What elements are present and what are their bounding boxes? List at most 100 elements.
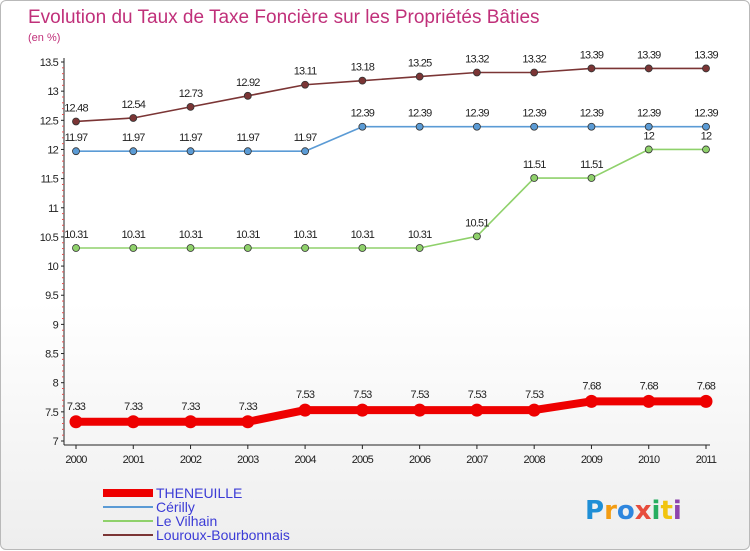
data-point xyxy=(243,244,252,252)
data-label: 11.97 xyxy=(179,132,202,144)
x-tick-label: 2005 xyxy=(352,454,374,466)
data-label: 13.39 xyxy=(694,49,718,61)
proxiti-logo: Proxiti xyxy=(585,496,682,526)
data-label: 13.39 xyxy=(580,49,604,61)
data-label: 7.53 xyxy=(468,389,487,401)
y-tick-label: 9.5 xyxy=(45,290,59,302)
data-label: 12.39 xyxy=(637,108,661,120)
data-point xyxy=(473,122,481,131)
chart-subtitle: (en %) xyxy=(28,32,60,44)
data-point xyxy=(301,80,309,89)
series-line-1 xyxy=(72,122,710,156)
data-point xyxy=(355,403,369,417)
data-point xyxy=(358,244,367,252)
y-tick-label: 13 xyxy=(47,86,58,98)
data-label: 11.97 xyxy=(294,132,317,144)
data-point xyxy=(241,415,255,429)
data-label: 12.39 xyxy=(522,108,546,120)
data-label: 11.51 xyxy=(523,159,546,171)
y-tick-label: 7 xyxy=(53,436,59,448)
data-point xyxy=(644,145,653,154)
series-line xyxy=(72,397,710,426)
data-point xyxy=(587,174,596,182)
data-point xyxy=(702,122,710,131)
x-tick-label: 2002 xyxy=(180,454,202,466)
data-label: 12.92 xyxy=(236,77,260,89)
y-tick-label: 11.5 xyxy=(41,174,59,186)
x-tick-label: 2000 xyxy=(65,454,87,466)
data-point xyxy=(186,102,195,111)
data-point xyxy=(72,147,80,156)
data-point xyxy=(358,122,367,131)
data-label: 10.51 xyxy=(465,217,489,229)
data-label: 7.53 xyxy=(296,389,315,401)
data-label: 10.31 xyxy=(351,229,375,241)
data-label: 13.32 xyxy=(522,53,546,65)
data-point xyxy=(129,147,138,156)
data-label: 12.39 xyxy=(580,108,604,120)
data-label: 7.68 xyxy=(697,380,716,392)
data-label: 12 xyxy=(643,130,654,142)
data-point xyxy=(644,64,653,73)
chart-title: Evolution du Taux de Taxe Foncière sur l… xyxy=(28,7,540,28)
y-tick-label: 11 xyxy=(48,203,59,215)
x-tick-label: 2007 xyxy=(466,454,488,466)
data-point xyxy=(298,403,312,417)
data-label: 12.39 xyxy=(351,108,375,120)
series-theneuille xyxy=(69,394,713,429)
data-label: 7.33 xyxy=(181,401,200,413)
data-label: 12.73 xyxy=(179,88,203,100)
data-label: 13.25 xyxy=(408,58,432,70)
legend-label: Cérilly xyxy=(156,499,195,515)
x-tick-label: 2009 xyxy=(581,454,603,466)
data-label: 7.53 xyxy=(411,389,430,401)
data-point xyxy=(301,147,309,156)
data-label: 10.31 xyxy=(179,229,203,241)
data-point xyxy=(584,394,598,408)
x-tick-label: 2011 xyxy=(696,454,717,466)
data-point xyxy=(415,244,424,252)
y-tick-label: 12.5 xyxy=(40,115,59,127)
data-label: 7.33 xyxy=(67,401,86,413)
data-label: 12.39 xyxy=(465,108,489,120)
data-point xyxy=(186,147,195,156)
series-line-3 xyxy=(72,64,710,126)
logo-text: Proxiti xyxy=(585,496,682,526)
data-label: 10.31 xyxy=(408,229,432,241)
data-point xyxy=(530,174,539,182)
data-label: 7.33 xyxy=(124,401,143,413)
data-label: 12.48 xyxy=(64,102,88,114)
data-label: 13.18 xyxy=(351,62,375,74)
data-point xyxy=(702,145,710,154)
data-label: 10.31 xyxy=(293,229,317,241)
data-point xyxy=(301,244,309,252)
data-point xyxy=(129,114,138,122)
data-label: 10.31 xyxy=(236,229,260,241)
data-label: 12.39 xyxy=(408,108,432,120)
data-point xyxy=(702,64,710,73)
data-label: 7.53 xyxy=(525,389,544,401)
data-point xyxy=(415,72,424,81)
series-line-2 xyxy=(72,145,710,252)
data-point xyxy=(72,117,80,126)
data-point xyxy=(473,232,481,241)
legend-label: Le Vilhain xyxy=(156,513,217,529)
data-point xyxy=(699,394,713,408)
axes: 7 7.5 8 8.5 9 9.5 10 10.5 11 11.5 12 12.5 13 13.5 2000… xyxy=(40,57,718,466)
y-tick-label: 9 xyxy=(53,319,59,331)
y-tick-label: 13.5 xyxy=(40,57,59,69)
y-tick-label: 10.5 xyxy=(40,232,59,244)
data-point xyxy=(530,68,539,77)
series-line xyxy=(75,148,707,249)
x-tick-label: 2001 xyxy=(123,454,145,466)
data-point xyxy=(587,64,596,73)
series-line xyxy=(75,125,707,153)
data-label: 13.11 xyxy=(294,66,317,78)
data-label: 7.53 xyxy=(353,389,372,401)
data-point xyxy=(184,415,198,429)
data-point xyxy=(186,244,195,252)
data-point xyxy=(72,244,80,252)
y-tick-label: 8 xyxy=(53,378,59,390)
x-tick-label: 2008 xyxy=(524,454,546,466)
